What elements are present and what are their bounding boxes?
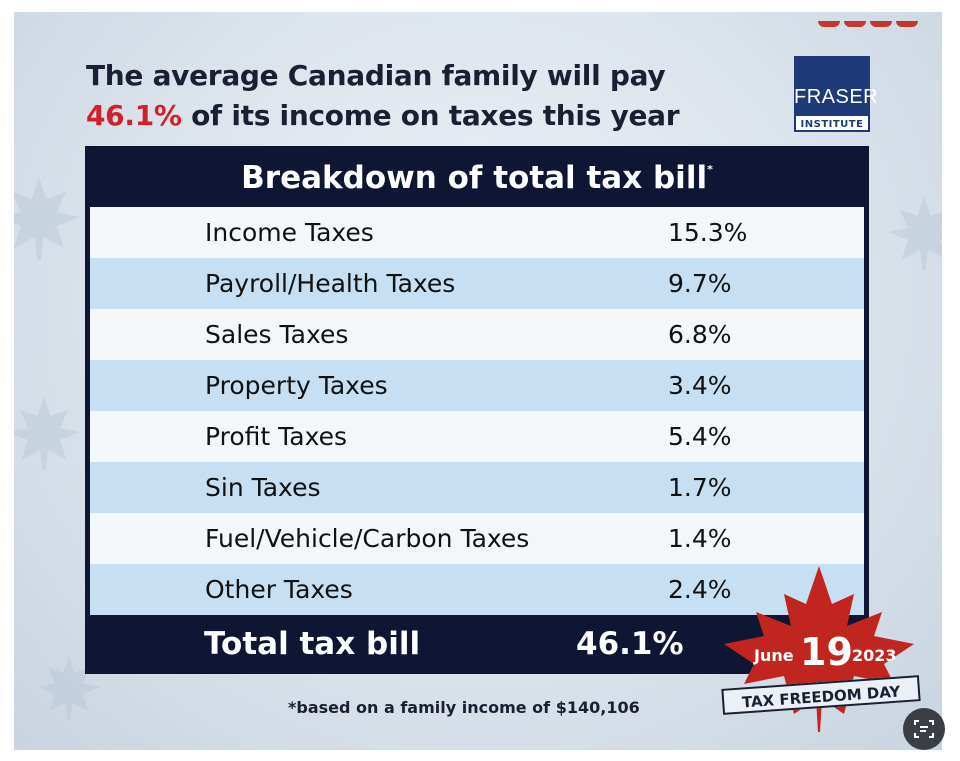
- row-label: Property Taxes: [205, 371, 388, 400]
- row-value: 2.4%: [668, 575, 732, 604]
- table-row: Fuel/Vehicle/Carbon Taxes 1.4%: [90, 513, 864, 564]
- headline-line2: 46.1% of its income on taxes this year: [86, 96, 746, 136]
- table-row: Other Taxes 2.4%: [90, 564, 864, 615]
- tax-breakdown-table: Breakdown of total tax bill* Income Taxe…: [86, 147, 868, 673]
- headline: The average Canadian family will pay 46.…: [86, 56, 746, 136]
- row-label: Sin Taxes: [205, 473, 321, 502]
- total-value: 46.1%: [576, 626, 684, 662]
- scan-text-icon: [914, 720, 934, 738]
- headline-percent: 46.1%: [86, 99, 182, 132]
- row-value: 1.7%: [668, 473, 732, 502]
- table-row: Income Taxes 15.3%: [90, 207, 864, 258]
- badge-year: 2023: [852, 646, 897, 665]
- row-value: 6.8%: [668, 320, 732, 349]
- logo-name: FRASER: [794, 86, 879, 108]
- footnote: *based on a family income of $140,106: [288, 698, 640, 717]
- headline-line2-text: of its income on taxes this year: [181, 99, 680, 132]
- row-value: 5.4%: [668, 422, 732, 451]
- poster: The average Canadian family will pay 46.…: [14, 12, 942, 750]
- row-value: 9.7%: [668, 269, 732, 298]
- row-value: 15.3%: [668, 218, 748, 247]
- table-row: Sin Taxes 1.7%: [90, 462, 864, 513]
- logo-sub: INSTITUTE: [794, 114, 870, 132]
- red-maple-leaf-icon: [724, 566, 914, 732]
- fraser-institute-logo: FRASER INSTITUTE: [794, 56, 879, 132]
- badge-day: 19: [800, 630, 853, 674]
- table-row: Sales Taxes 6.8%: [90, 309, 864, 360]
- table-row: Profit Taxes 5.4%: [90, 411, 864, 462]
- table-title-text: Breakdown of total tax bill: [241, 160, 708, 196]
- social-icons: [814, 12, 924, 27]
- total-row: Total tax bill 46.1%: [86, 615, 868, 673]
- row-label: Other Taxes: [205, 575, 353, 604]
- maple-leaf-icon: [14, 396, 80, 471]
- scan-text-button[interactable]: [903, 708, 945, 750]
- row-label: Sales Taxes: [205, 320, 349, 349]
- row-label: Profit Taxes: [205, 422, 348, 451]
- maple-leaf-icon: [37, 655, 101, 721]
- table-rows: Income Taxes 15.3% Payroll/Health Taxes 9.…: [90, 207, 864, 615]
- maple-leaf-icon: [888, 196, 942, 271]
- row-value: 3.4%: [668, 371, 732, 400]
- row-label: Payroll/Health Taxes: [205, 269, 456, 298]
- row-label: Fuel/Vehicle/Carbon Taxes: [205, 524, 530, 553]
- headline-line1: The average Canadian family will pay: [86, 59, 666, 92]
- maple-leaf-icon: [14, 176, 80, 261]
- row-value: 1.4%: [668, 524, 732, 553]
- table-row: Property Taxes 3.4%: [90, 360, 864, 411]
- row-label: Income Taxes: [205, 218, 374, 247]
- tax-freedom-day-badge: June 19 2023 TAX FREEDOM DAY: [704, 564, 934, 734]
- table-row: Payroll/Health Taxes 9.7%: [90, 258, 864, 309]
- table-title-mark: *: [707, 163, 713, 176]
- table-title: Breakdown of total tax bill*: [86, 147, 868, 207]
- badge-month: June: [754, 646, 794, 665]
- total-label: Total tax bill: [204, 626, 421, 662]
